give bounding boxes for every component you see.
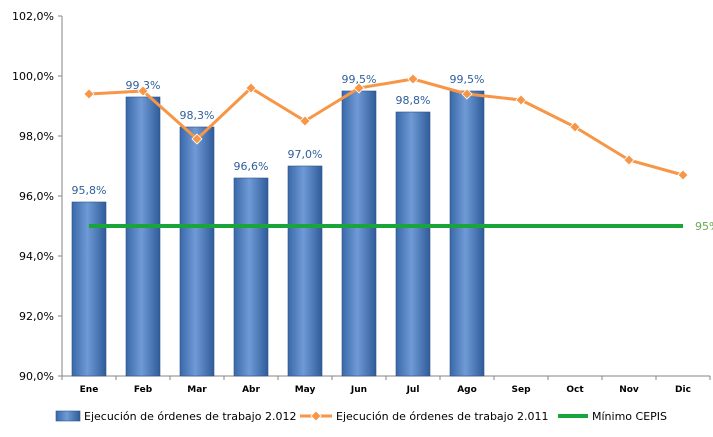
- y-tick-label: 100,0%: [12, 70, 54, 83]
- series-2011-marker: [515, 94, 527, 106]
- x-tick-label: Ene: [80, 385, 99, 395]
- x-tick-label: Jun: [350, 385, 367, 395]
- bar-data-label: 99,5%: [450, 73, 485, 86]
- y-tick-label: 94,0%: [19, 250, 54, 263]
- series-2011-marker: [137, 85, 149, 97]
- bar-data-label: 95,8%: [72, 184, 107, 197]
- bar-data-label: 98,8%: [396, 94, 431, 107]
- bar: [233, 177, 269, 377]
- legend-bar-swatch: [55, 410, 81, 422]
- x-tick-label: Sep: [511, 385, 531, 395]
- x-tick-label: Dic: [675, 385, 691, 395]
- bar: [341, 90, 377, 377]
- bar-data-label: 96,6%: [234, 160, 269, 173]
- bar: [449, 90, 485, 377]
- bar: [125, 96, 161, 377]
- series-2011-marker: [353, 82, 365, 94]
- x-tick-label: Jul: [406, 385, 420, 395]
- series-2011-marker: [677, 169, 689, 181]
- x-tick-label: Ago: [457, 385, 477, 395]
- bar-labels: 95,8%99,3%98,3%96,6%97,0%99,5%98,8%99,5%: [72, 73, 485, 197]
- series-2011-marker: [83, 88, 95, 100]
- legend-line-marker: [310, 410, 322, 422]
- y-tick-label: 92,0%: [19, 310, 54, 323]
- legend-line-label: Ejecución de órdenes de trabajo 2.011: [336, 410, 548, 423]
- legend-bar-label: Ejecución de órdenes de trabajo 2.012: [84, 410, 296, 423]
- y-tick-label: 90,0%: [19, 370, 54, 383]
- bar-data-label: 99,5%: [342, 73, 377, 86]
- bar: [179, 126, 215, 377]
- legend-minimum-label: Mínimo CEPIS: [592, 410, 667, 423]
- x-tick-label: Abr: [242, 385, 260, 395]
- series-2011-path: [88, 77, 684, 177]
- x-tick-label: Feb: [134, 385, 153, 395]
- y-tick-label: 96,0%: [19, 190, 54, 203]
- bar: [71, 201, 107, 377]
- x-tick-label: Nov: [619, 385, 639, 395]
- x-tick-label: May: [295, 385, 316, 395]
- series-2011-line: [83, 73, 689, 181]
- y-tick-label: 102,0%: [12, 10, 54, 23]
- bar-data-label: 98,3%: [180, 109, 215, 122]
- series-2011-marker: [299, 115, 311, 127]
- series-2011-marker: [461, 88, 473, 100]
- axes: 90,0% 92,0% 94,0% 96,0% 98,0% 100,0% 102,0% Ene…: [12, 10, 711, 395]
- bars: [71, 90, 485, 377]
- y-tick-label: 98,0%: [19, 130, 54, 143]
- series-2011-marker: [245, 82, 257, 94]
- bar-data-label: 97,0%: [288, 148, 323, 161]
- series-2011-marker: [569, 121, 581, 133]
- series-2011-marker: [623, 154, 635, 166]
- bar: [287, 165, 323, 377]
- series-2011-marker: [407, 73, 419, 85]
- bar: [395, 111, 431, 377]
- x-tick-label: Oct: [566, 385, 584, 395]
- x-tick-label: Mar: [187, 385, 207, 395]
- legend: Ejecución de órdenes de trabajo 2.012 Eje…: [55, 410, 667, 423]
- minimum-line-label: 95%: [695, 220, 713, 233]
- minimum-line: 95%: [89, 220, 713, 233]
- series-2011-marker: [191, 133, 203, 145]
